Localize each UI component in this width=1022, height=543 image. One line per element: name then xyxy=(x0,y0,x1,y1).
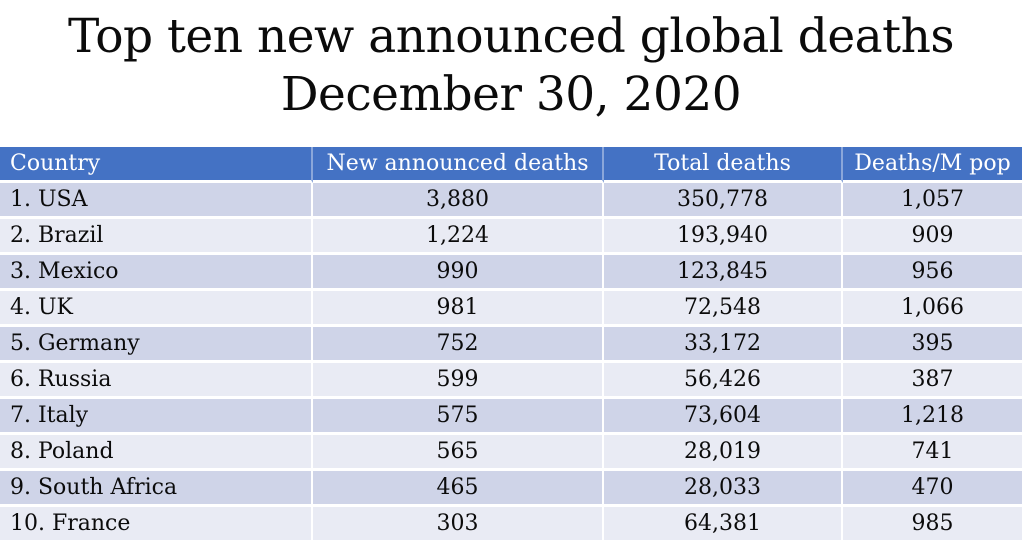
cell-deaths-per-m: 387 xyxy=(843,363,1022,399)
cell-new-deaths: 565 xyxy=(313,435,604,471)
cell-new-deaths: 303 xyxy=(313,507,604,543)
table-row: 6. Russia 599 56,426 387 xyxy=(0,363,1022,399)
cell-country: 2. Brazil xyxy=(0,219,313,255)
table-row: 4. UK 981 72,548 1,066 xyxy=(0,291,1022,327)
cell-total-deaths: 28,019 xyxy=(604,435,843,471)
cell-country: 10. France xyxy=(0,507,313,543)
table-header-row: Country New announced deaths Total death… xyxy=(0,147,1022,183)
table-row: 5. Germany 752 33,172 395 xyxy=(0,327,1022,363)
cell-deaths-per-m: 741 xyxy=(843,435,1022,471)
page-title: Top ten new announced global deaths Dece… xyxy=(0,0,1022,125)
cell-deaths-per-m: 956 xyxy=(843,255,1022,291)
column-header-country: Country xyxy=(0,147,313,183)
cell-new-deaths: 575 xyxy=(313,399,604,435)
cell-total-deaths: 123,845 xyxy=(604,255,843,291)
table-row: 2. Brazil 1,224 193,940 909 xyxy=(0,219,1022,255)
deaths-table: Country New announced deaths Total death… xyxy=(0,147,1022,543)
cell-country: 5. Germany xyxy=(0,327,313,363)
cell-country: 7. Italy xyxy=(0,399,313,435)
cell-country: 3. Mexico xyxy=(0,255,313,291)
page-title-line2: December 30, 2020 xyxy=(280,67,742,123)
cell-total-deaths: 72,548 xyxy=(604,291,843,327)
cell-new-deaths: 1,224 xyxy=(313,219,604,255)
cell-total-deaths: 33,172 xyxy=(604,327,843,363)
table-row: 9. South Africa 465 28,033 470 xyxy=(0,471,1022,507)
cell-deaths-per-m: 909 xyxy=(843,219,1022,255)
cell-deaths-per-m: 1,218 xyxy=(843,399,1022,435)
cell-new-deaths: 752 xyxy=(313,327,604,363)
cell-total-deaths: 350,778 xyxy=(604,183,843,219)
table-row: 8. Poland 565 28,019 741 xyxy=(0,435,1022,471)
cell-country: 6. Russia xyxy=(0,363,313,399)
cell-new-deaths: 465 xyxy=(313,471,604,507)
table-row: 1. USA 3,880 350,778 1,057 xyxy=(0,183,1022,219)
cell-total-deaths: 64,381 xyxy=(604,507,843,543)
page-title-line1: Top ten new announced global deaths xyxy=(68,9,954,64)
cell-country: 9. South Africa xyxy=(0,471,313,507)
cell-deaths-per-m: 1,066 xyxy=(843,291,1022,327)
table-row: 10. France 303 64,381 985 xyxy=(0,507,1022,543)
cell-deaths-per-m: 1,057 xyxy=(843,183,1022,219)
cell-deaths-per-m: 470 xyxy=(843,471,1022,507)
column-header-new-announced-deaths: New announced deaths xyxy=(313,147,604,183)
cell-deaths-per-m: 985 xyxy=(843,507,1022,543)
cell-new-deaths: 599 xyxy=(313,363,604,399)
column-header-total-deaths: Total deaths xyxy=(604,147,843,183)
cell-new-deaths: 3,880 xyxy=(313,183,604,219)
cell-total-deaths: 56,426 xyxy=(604,363,843,399)
cell-total-deaths: 73,604 xyxy=(604,399,843,435)
cell-new-deaths: 990 xyxy=(313,255,604,291)
table-row: 7. Italy 575 73,604 1,218 xyxy=(0,399,1022,435)
table-row: 3. Mexico 990 123,845 956 xyxy=(0,255,1022,291)
cell-country: 8. Poland xyxy=(0,435,313,471)
cell-country: 4. UK xyxy=(0,291,313,327)
column-header-deaths-per-m-pop: Deaths/M pop xyxy=(843,147,1022,183)
cell-total-deaths: 193,940 xyxy=(604,219,843,255)
cell-new-deaths: 981 xyxy=(313,291,604,327)
cell-deaths-per-m: 395 xyxy=(843,327,1022,363)
cell-country: 1. USA xyxy=(0,183,313,219)
cell-total-deaths: 28,033 xyxy=(604,471,843,507)
